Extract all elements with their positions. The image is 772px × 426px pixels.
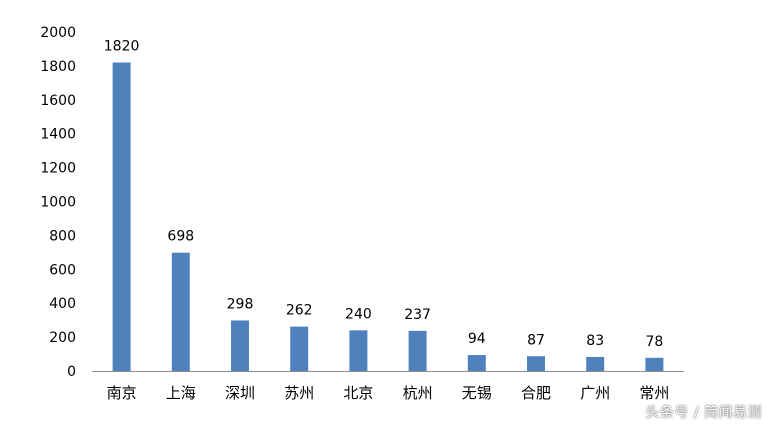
bar [349, 330, 368, 371]
y-tick-label: 200 [49, 330, 76, 346]
x-tick-label: 广州 [580, 384, 610, 402]
bar [408, 330, 427, 371]
x-tick-label: 合肥 [521, 384, 551, 402]
data-label: 83 [586, 333, 604, 349]
data-label: 78 [645, 334, 663, 350]
x-tick-label: 上海 [166, 384, 196, 402]
y-axis: 0 200 400 600 800 1000 1200 1400 1600 1800 2000 [40, 25, 76, 380]
bar [231, 320, 249, 371]
x-tick-label: 苏州 [284, 384, 314, 402]
x-tick-label: 深圳 [225, 384, 255, 402]
y-tick-label: 800 [49, 228, 76, 244]
data-label: 240 [345, 306, 372, 322]
bars: 1820 698 298 262 240 237 94 87 83 78 [104, 39, 664, 371]
data-label: 237 [404, 307, 431, 323]
y-tick-label: 400 [49, 296, 76, 312]
y-tick-label: 1800 [40, 59, 76, 75]
x-tick-label: 北京 [343, 384, 373, 402]
x-tick-label: 杭州 [403, 384, 433, 402]
data-label: 698 [167, 229, 194, 245]
data-label: 262 [286, 303, 313, 319]
data-label: 87 [527, 332, 545, 348]
x-tick-label: 常州 [639, 384, 669, 402]
x-tick-label: 南京 [107, 384, 137, 402]
bar [586, 356, 605, 371]
bar [171, 252, 190, 371]
bar [645, 357, 664, 371]
y-tick-label: 1400 [40, 127, 76, 143]
bar [290, 326, 309, 371]
x-tick-label: 无锡 [462, 384, 492, 402]
y-tick-label: 0 [67, 364, 76, 380]
y-tick-label: 2000 [40, 25, 76, 41]
x-axis: 南京 上海 深圳 苏州 北京 杭州 无锡 合肥 广州 常州 [92, 371, 684, 402]
y-tick-label: 600 [49, 262, 76, 278]
data-label: 94 [468, 331, 486, 347]
y-tick-label: 1000 [40, 195, 76, 211]
y-tick-label: 1600 [40, 93, 76, 109]
data-label: 1820 [104, 39, 140, 55]
bar [112, 62, 131, 371]
watermark: 头条号 / 简闻易测 [645, 405, 762, 421]
data-label: 298 [227, 296, 254, 312]
y-tick-label: 1200 [40, 161, 76, 177]
bar [527, 356, 545, 371]
bar [467, 355, 486, 371]
